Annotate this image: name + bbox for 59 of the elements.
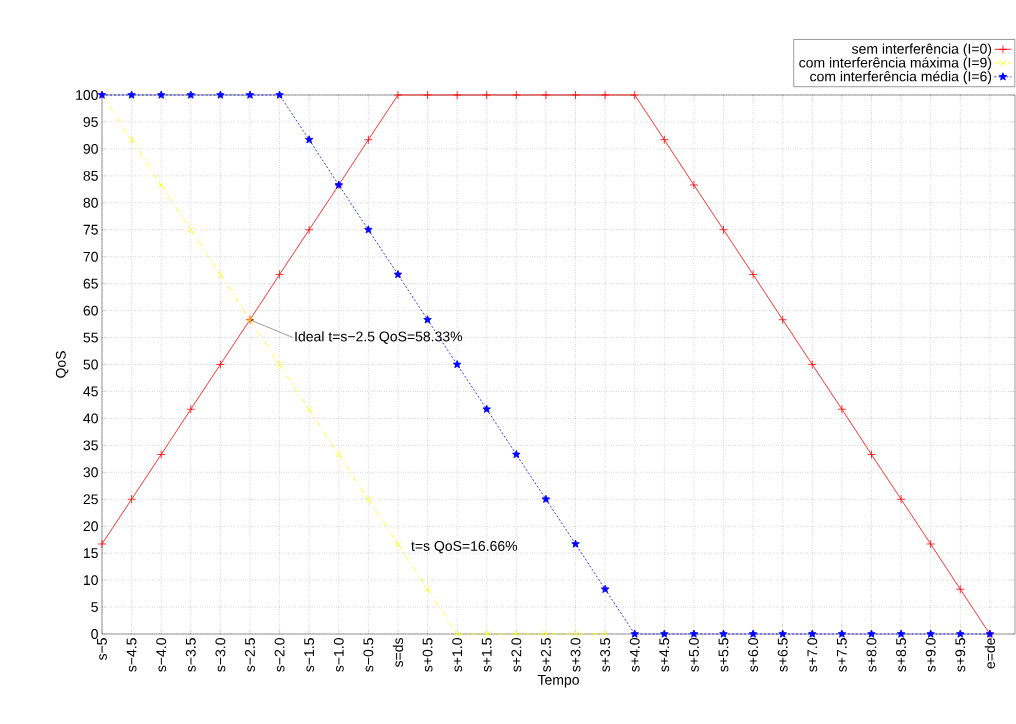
y-tick-label: 95 — [83, 116, 98, 127]
x-tick-label: s−5 — [97, 638, 107, 661]
y-tick-label: 20 — [83, 521, 98, 532]
annotation: t=s QoS=16.66% — [411, 541, 518, 554]
y-tick-label: 55 — [83, 332, 98, 343]
x-tick-label: s+1.0 — [452, 638, 463, 672]
x-tick-label: s+9.5 — [955, 638, 966, 672]
y-axis-title: QoS — [55, 351, 69, 378]
x-tick-label: s+4.0 — [629, 638, 640, 672]
y-tick-label: 90 — [83, 143, 98, 154]
x-tick-label: s−3.5 — [185, 638, 196, 672]
x-tick-label: s+8.5 — [896, 638, 907, 672]
y-tick-label: 45 — [83, 386, 98, 397]
y-tick-label: 5 — [91, 602, 98, 612]
legend-label: sem interferência (I=0) — [851, 43, 992, 57]
y-tick-label: 75 — [83, 224, 98, 235]
x-tick-label: s+6.0 — [748, 638, 759, 672]
y-tick-label: 60 — [83, 305, 98, 316]
y-tick-label: 50 — [83, 359, 98, 370]
y-tick-label: 15 — [83, 548, 98, 559]
x-tick-label: s−0.5 — [363, 638, 374, 672]
x-tick-label: s−2.0 — [274, 638, 285, 672]
x-axis-title: Tempo — [537, 675, 579, 688]
legend-label: com interferência média (I=6) — [810, 70, 992, 85]
y-tick-label: 35 — [83, 440, 98, 451]
x-tick-label: s=ds — [392, 638, 404, 668]
y-tick-label: 100 — [76, 90, 98, 100]
y-tick-label: 70 — [83, 251, 98, 262]
y-tick-label: 40 — [83, 413, 98, 424]
x-tick-label: e=de — [984, 638, 995, 669]
x-tick-label: s−4.0 — [156, 638, 167, 672]
y-tick-label: 85 — [83, 170, 98, 181]
x-tick-label: s−3.0 — [215, 638, 226, 672]
y-tick-label: 0 — [91, 629, 98, 639]
y-tick-label: 80 — [83, 197, 98, 208]
y-tick-label: 30 — [83, 467, 98, 478]
x-tick-label: s+9.0 — [925, 638, 936, 672]
x-tick-label: s+3.5 — [600, 638, 611, 672]
x-tick-label: s+2.5 — [540, 638, 551, 672]
y-tick-label: 10 — [83, 575, 98, 586]
x-tick-label: s−2.5 — [245, 638, 255, 672]
x-tick-label: s+1.5 — [481, 638, 492, 672]
x-tick-label: s−1.0 — [333, 638, 344, 672]
x-tick-label: s−1.5 — [304, 638, 315, 672]
x-tick-label: s+5.5 — [718, 638, 729, 672]
y-tick-label: 25 — [83, 494, 98, 505]
y-tick-label: 65 — [83, 278, 98, 289]
x-tick-label: s+5.0 — [688, 638, 699, 672]
x-tick-label: s+8.0 — [866, 638, 877, 672]
x-tick-label: s+7.0 — [807, 638, 818, 672]
x-tick-label: s+3.0 — [570, 638, 581, 672]
x-tick-label: s+7.5 — [837, 638, 847, 672]
x-tick-label: s+6.5 — [777, 638, 788, 672]
x-tick-label: s+2.0 — [511, 638, 522, 672]
legend-label: com interferência máxima (I=9) — [799, 57, 992, 71]
annotation: Ideal t=s−2.5 QoS=58.33% — [295, 331, 463, 344]
x-tick-label: s−4.5 — [126, 638, 137, 672]
x-tick-label: s+0.5 — [422, 638, 433, 672]
x-tick-label: s+4.5 — [659, 638, 670, 672]
